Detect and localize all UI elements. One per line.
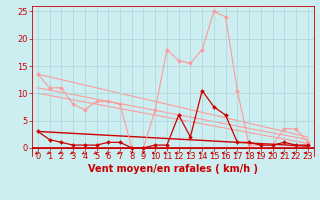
X-axis label: Vent moyen/en rafales ( km/h ): Vent moyen/en rafales ( km/h ) [88, 164, 258, 174]
